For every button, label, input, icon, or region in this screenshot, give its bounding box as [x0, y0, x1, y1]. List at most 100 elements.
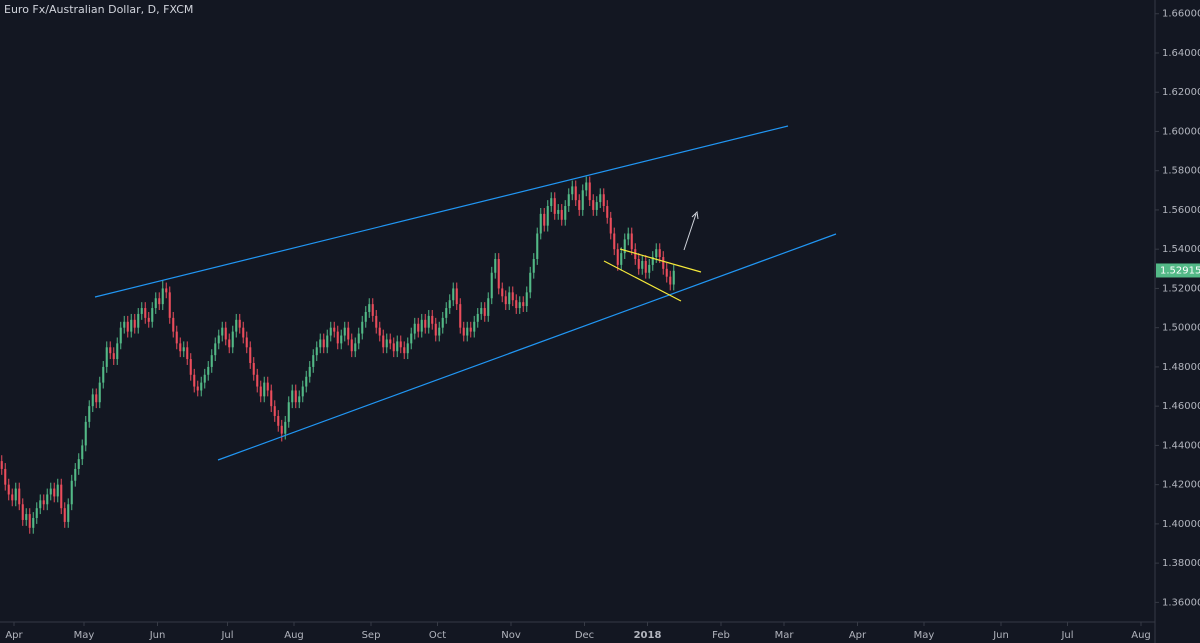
- candle-body: [21, 504, 24, 520]
- candle-body: [368, 304, 371, 312]
- candle-body: [175, 331, 178, 344]
- candle-body: [112, 353, 115, 360]
- candle-body: [623, 239, 626, 254]
- candle-body: [529, 272, 532, 293]
- candle-body: [553, 198, 556, 214]
- candle-body: [140, 308, 143, 314]
- candle-body: [669, 276, 672, 285]
- candle-body: [375, 315, 378, 328]
- candle-body: [35, 508, 38, 519]
- candle-body: [581, 190, 584, 210]
- candle-body: [585, 182, 588, 191]
- candle-body: [392, 343, 395, 352]
- candle-body: [228, 339, 231, 348]
- candle-body: [49, 488, 52, 495]
- candle-body: [147, 317, 150, 322]
- candle-body: [322, 339, 325, 348]
- y-tick-label: 1.52000: [1162, 283, 1200, 294]
- candle-body: [354, 343, 357, 352]
- candle-body: [88, 406, 91, 422]
- x-tick-label: Jun: [149, 630, 166, 641]
- x-tick-label: Sep: [362, 630, 381, 641]
- candle-body: [567, 194, 570, 207]
- candle-body: [182, 347, 185, 352]
- x-tick-label: Apr: [5, 630, 23, 641]
- candle-body: [501, 288, 504, 297]
- candle-body: [224, 327, 227, 340]
- flag-line: [619, 248, 702, 273]
- candle-body: [588, 182, 591, 201]
- candle-body: [550, 198, 553, 207]
- candle-body: [105, 347, 108, 367]
- candle-body: [235, 319, 238, 332]
- candle-body: [91, 394, 94, 407]
- last-price-box: [1156, 263, 1200, 278]
- candle-body: [672, 270, 675, 285]
- candle-body: [343, 327, 346, 336]
- candle-body: [455, 288, 458, 305]
- candle-body: [56, 484, 59, 497]
- candle-body: [616, 249, 619, 265]
- x-tick-label: Aug: [284, 630, 304, 641]
- candle-body: [371, 304, 374, 316]
- candle-body: [637, 259, 640, 269]
- candle-body: [532, 259, 535, 273]
- candle-body: [0, 461, 3, 469]
- candle-body: [382, 335, 385, 348]
- candle-body: [46, 494, 49, 505]
- candle-body: [606, 206, 609, 218]
- candle-body: [389, 339, 392, 344]
- x-tick-label: Aug: [1131, 630, 1151, 641]
- candle-body: [277, 415, 280, 426]
- candle-body: [245, 337, 248, 348]
- y-tick-label: 1.60000: [1162, 126, 1200, 137]
- candle-body: [410, 333, 413, 344]
- candle-body: [595, 202, 598, 210]
- candle-body: [662, 257, 665, 269]
- trend-line: [94, 125, 789, 298]
- y-tick-label: 1.46000: [1162, 401, 1200, 412]
- candle-body: [347, 327, 350, 340]
- candle-body: [168, 292, 171, 318]
- candle-body: [648, 264, 651, 273]
- y-tick-label: 1.36000: [1162, 597, 1200, 608]
- candle-body: [490, 272, 493, 299]
- candle-body: [4, 468, 7, 485]
- arrow: [683, 213, 697, 251]
- x-tick-label: Jun: [992, 630, 1009, 641]
- candle-body: [263, 382, 266, 397]
- candle-body: [28, 514, 31, 528]
- candle-body: [291, 390, 294, 403]
- candle-body: [357, 333, 360, 344]
- candle-body: [98, 382, 101, 403]
- x-tick-label: Oct: [429, 630, 446, 641]
- candle-body: [32, 518, 35, 528]
- candle-body: [462, 327, 465, 336]
- candle-body: [231, 331, 234, 348]
- candle-body: [123, 321, 126, 328]
- y-tick-label: 1.44000: [1162, 440, 1200, 451]
- candle-body: [329, 327, 332, 336]
- y-tick-label: 1.42000: [1162, 480, 1200, 491]
- candle-body: [655, 249, 658, 258]
- candle-body: [592, 200, 595, 210]
- candle-body: [158, 298, 161, 305]
- candle-body: [522, 302, 525, 307]
- candle-body: [571, 186, 574, 195]
- candle-body: [459, 304, 462, 328]
- candle-body: [536, 233, 539, 260]
- candle-body: [154, 298, 157, 309]
- x-tick-label: Feb: [712, 630, 730, 641]
- candle-body: [252, 362, 255, 375]
- candle-body: [95, 394, 98, 403]
- candle-body: [186, 347, 189, 360]
- candle-body: [403, 347, 406, 354]
- candle-body: [119, 327, 122, 344]
- candle-body: [574, 186, 577, 201]
- candle-body: [315, 347, 318, 356]
- candle-body: [445, 308, 448, 318]
- candle-body: [144, 308, 147, 318]
- candle-body: [249, 347, 252, 363]
- candle-body: [340, 335, 343, 344]
